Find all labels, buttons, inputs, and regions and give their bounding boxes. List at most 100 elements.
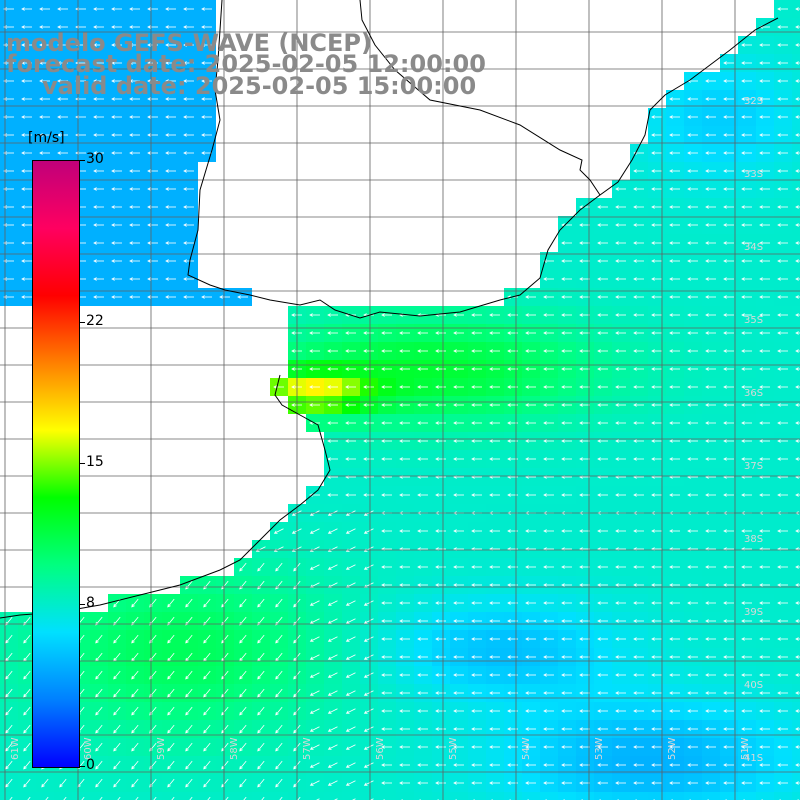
wind-arrow-head (293, 783, 297, 788)
wind-arrow-head (723, 61, 727, 65)
wind-arrow-head (327, 710, 332, 714)
wind-arrow-head (345, 367, 349, 371)
wind-arrow-head (453, 619, 457, 623)
wind-arrow-head (759, 403, 763, 407)
wind-arrow-head (203, 729, 207, 734)
wind-arrow-head (741, 43, 745, 47)
wind-arrow-head (381, 529, 385, 533)
wind-arrow-head (759, 619, 763, 623)
wind-arrow-head (471, 673, 475, 677)
wind-arrow-head (705, 727, 709, 731)
wind-arrow-head (795, 61, 799, 65)
wind-arrow-head (167, 729, 171, 734)
wind-arrow-head (453, 781, 457, 785)
wind-arrow-head (597, 421, 601, 425)
wind-arrow-head (453, 439, 457, 443)
wind-arrow (364, 582, 374, 588)
wind-arrow-head (579, 367, 583, 371)
wind-arrow-head (417, 691, 421, 695)
wind-arrow-head (741, 709, 745, 713)
wind-arrow-head (759, 493, 763, 497)
wind-arrow-head (309, 566, 314, 570)
wind-arrow (364, 600, 374, 606)
wind-arrow-head (669, 439, 673, 443)
wind-arrow-head (39, 79, 43, 83)
wind-arrow-head (507, 601, 511, 605)
wind-arrow-head (381, 583, 385, 587)
wind-arrow-head (543, 385, 547, 389)
wind-arrow-head (633, 529, 637, 533)
wind-arrow (239, 778, 247, 788)
wind-arrow-head (777, 313, 781, 317)
wind-arrow (364, 780, 374, 786)
wind-arrow-head (651, 259, 655, 263)
wind-arrow-head (795, 151, 799, 155)
wind-arrow-head (293, 729, 297, 734)
wind-arrow-head (203, 765, 207, 770)
forecast-date: forecast date: 2025-02-05 12:00:00 (6, 50, 486, 78)
wind-speed-cell (576, 792, 594, 800)
wind-arrow-head (3, 97, 7, 101)
wind-arrow (167, 598, 175, 608)
wind-arrow-head (363, 782, 368, 786)
wind-arrow-head (561, 565, 565, 569)
wind-arrow-head (167, 675, 171, 680)
wind-arrow-head (561, 637, 565, 641)
wind-arrow (257, 742, 265, 752)
lon-label: 55W (448, 737, 459, 760)
wind-arrow-head (167, 747, 171, 752)
wind-arrow-head (21, 187, 25, 191)
wind-arrow-head (93, 295, 97, 299)
wind-arrow-head (741, 79, 745, 83)
wind-arrow-head (687, 115, 691, 119)
wind-arrow-head (561, 529, 565, 533)
wind-arrow-head (147, 205, 151, 209)
wind-arrow (239, 598, 247, 608)
wind-arrow-head (759, 709, 763, 713)
wind-arrow-head (165, 205, 169, 209)
wind-arrow-head (579, 763, 583, 767)
wind-arrow-head (23, 783, 27, 788)
wind-arrow-head (111, 169, 115, 173)
wind-arrow-head (453, 691, 457, 695)
wind-arrow-head (795, 331, 799, 335)
wind-arrow-head (759, 295, 763, 299)
wind-arrow-head (471, 493, 475, 497)
wind-arrow (257, 634, 265, 644)
wind-arrow (364, 618, 374, 624)
wind-arrow-head (345, 349, 349, 353)
wind-arrow-head (777, 421, 781, 425)
wind-arrow-head (417, 457, 421, 461)
wind-arrow (310, 726, 320, 732)
wind-arrow (328, 672, 338, 678)
wind-arrow (256, 546, 266, 552)
wind-speed-cell (144, 792, 162, 800)
lat-label: 38S (744, 534, 763, 545)
wind-arrow (275, 706, 283, 716)
wind-arrow-head (345, 638, 350, 642)
wind-arrow-head (507, 781, 511, 785)
wind-arrow-head (471, 763, 475, 767)
wind-arrow-head (489, 331, 493, 335)
wind-arrow-head (561, 277, 565, 281)
wind-arrow-head (185, 729, 189, 734)
wind-arrow-head (309, 530, 314, 534)
wind-arrow (99, 796, 103, 800)
wind-speed-cell (522, 792, 540, 800)
wind-arrow-head (363, 493, 367, 497)
wind-arrow-head (777, 169, 781, 173)
wind-arrow-head (3, 259, 7, 263)
wind-arrow-head (705, 385, 709, 389)
wind-arrow-head (633, 277, 637, 281)
wind-arrow-head (435, 421, 439, 425)
wind-speed-cell (612, 792, 630, 800)
wind-arrow-head (185, 711, 189, 716)
wind-arrow-head (165, 277, 169, 281)
wind-arrow (310, 654, 320, 660)
wind-arrow-head (147, 223, 151, 227)
wind-arrow-head (147, 187, 151, 191)
wind-arrow-head (759, 529, 763, 533)
wind-arrow-head (507, 565, 511, 569)
wind-arrow (346, 636, 356, 642)
wind-arrow-head (615, 745, 619, 749)
